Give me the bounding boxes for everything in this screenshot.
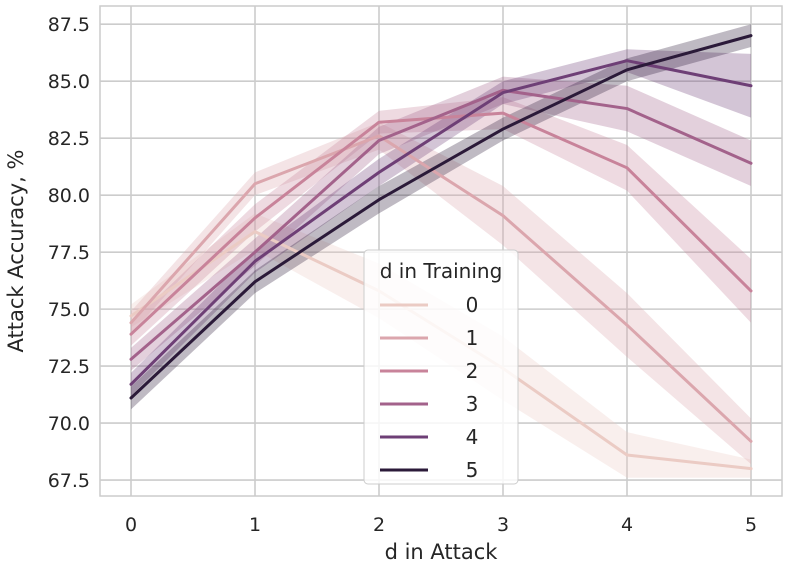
y-axis-label: Attack Accuracy, % <box>4 150 28 353</box>
x-tick-label: 0 <box>125 514 137 536</box>
x-ticks: 0 1 2 3 4 5 <box>125 514 757 536</box>
legend-label: 5 <box>466 458 479 482</box>
x-tick-label: 1 <box>249 514 261 536</box>
ci-band-1 <box>131 122 751 465</box>
y-tick-label: 67.5 <box>48 470 90 492</box>
ci-band-2 <box>131 97 751 346</box>
legend-box <box>363 249 519 485</box>
x-tick-label: 3 <box>497 514 509 536</box>
legend-label: 4 <box>466 425 479 449</box>
legend-label: 2 <box>466 359 479 383</box>
y-tick-label: 80.0 <box>48 185 90 207</box>
legend: d in Training 0 1 2 3 4 5 <box>363 249 519 485</box>
y-tick-label: 77.5 <box>48 242 90 264</box>
series-line-2 <box>129 111 753 336</box>
y-tick-label: 85.0 <box>48 71 90 93</box>
legend-label: 0 <box>466 293 479 317</box>
y-tick-label: 75.0 <box>48 299 90 321</box>
y-tick-label: 72.5 <box>48 356 90 378</box>
ci-band-5 <box>131 24 751 410</box>
ci-band-4 <box>131 49 751 396</box>
legend-title: d in Training <box>380 259 503 283</box>
series-lines <box>129 34 753 471</box>
series-line-1 <box>129 134 753 443</box>
legend-items: 0 1 2 3 4 5 <box>380 293 478 482</box>
legend-label: 1 <box>466 326 479 350</box>
series-line-5 <box>129 34 753 400</box>
x-tick-label: 2 <box>373 514 385 536</box>
x-axis-label: d in Attack <box>385 540 499 564</box>
series-line-3 <box>129 88 753 361</box>
y-tick-label: 87.5 <box>48 14 90 36</box>
legend-label: 3 <box>466 392 479 416</box>
y-tick-label: 82.5 <box>48 128 90 150</box>
x-tick-label: 5 <box>745 514 757 536</box>
y-ticks: 67.5 70.0 72.5 75.0 77.5 80.0 82.5 85.0 87.5 <box>48 14 90 492</box>
x-tick-label: 4 <box>621 514 633 536</box>
y-tick-label: 70.0 <box>48 413 90 435</box>
